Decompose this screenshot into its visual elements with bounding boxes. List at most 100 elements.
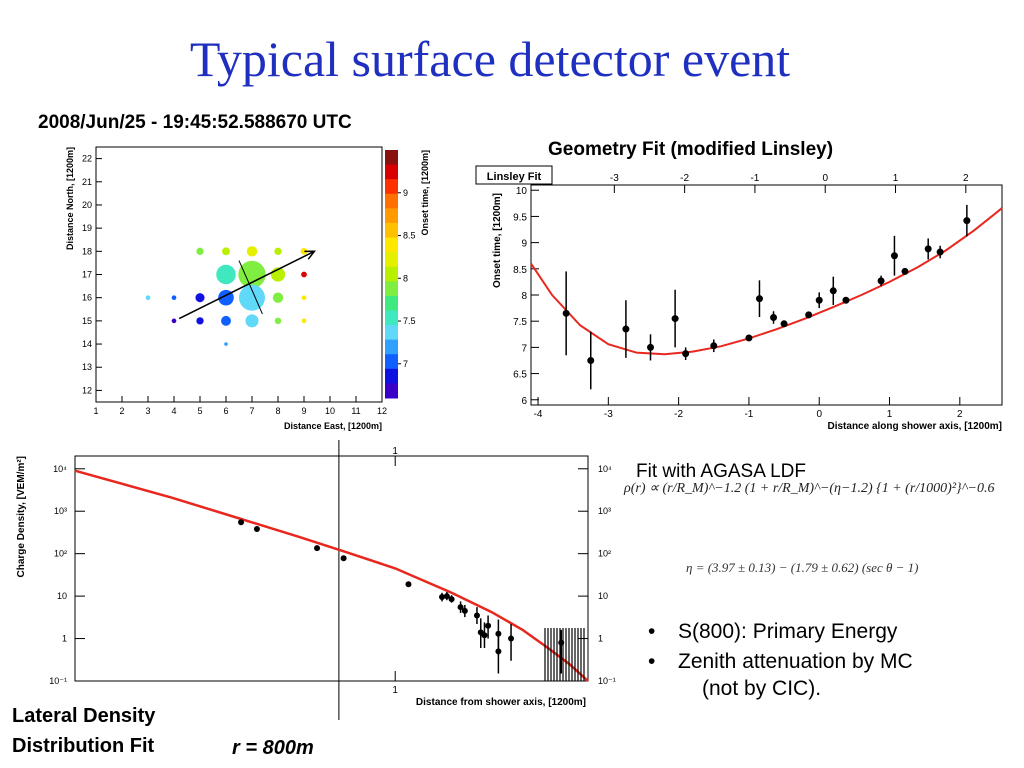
event-timestamp: 2008/Jun/25 - 19:45:52.588670 UTC: [38, 112, 352, 133]
x-tick-label: 0: [816, 409, 822, 420]
data-point: [770, 314, 778, 322]
y-axis-label: Onset time, [1200m]: [492, 193, 503, 288]
data-point: [340, 555, 347, 562]
y-tick-label: 14: [82, 339, 92, 349]
data-point: [314, 545, 321, 552]
x-tick-label: 1: [887, 409, 893, 420]
top-tick-label: 1: [893, 173, 899, 184]
colorbar-segment: [385, 193, 398, 209]
detector-point: [196, 247, 204, 255]
detector-point: [196, 317, 204, 325]
x-axis-label: Distance along shower axis, [1200m]: [827, 421, 1002, 432]
top-tick-label: 0: [822, 173, 828, 184]
y-tick-label: 18: [82, 246, 92, 256]
data-point: [443, 593, 450, 600]
data-point: [710, 342, 718, 350]
y-tick-label: 7.5: [513, 317, 527, 328]
x-tick-label: -3: [604, 409, 613, 420]
colorbar-segment: [385, 164, 398, 180]
colorbar-segment: [385, 252, 398, 268]
detector-point: [246, 246, 258, 257]
colorbar-segment: [385, 383, 398, 399]
data-point: [587, 356, 595, 364]
slide-title: Typical surface detector event: [189, 31, 791, 87]
bullet-item: Zenith attenuation by MC: [648, 647, 913, 677]
bullet-list: S(800): Primary Energy Zenith attenuatio…: [648, 617, 913, 677]
colorbar-segment: [385, 339, 398, 355]
colorbar-tick-label: 7.5: [403, 316, 416, 326]
detector-point: [221, 315, 231, 326]
y-tick-label: 10³: [54, 506, 67, 516]
x-axis-label: Distance East, [1200m]: [284, 421, 382, 431]
y-tick-label: 8: [521, 291, 527, 302]
colorbar-segment: [385, 368, 398, 384]
y-tick-label: 19: [82, 223, 92, 233]
eta-formula: η = (3.97 ± 0.13) − (1.79 ± 0.62) (sec θ…: [686, 560, 919, 575]
x-tick-label: 2: [957, 409, 963, 420]
x-tick-label: 1: [93, 406, 98, 416]
colorbar-segment: [385, 310, 398, 326]
y-tick-label-right: 10: [598, 591, 608, 601]
ldf-caption: Fit with AGASA LDF: [636, 461, 806, 482]
detector-point: [224, 342, 228, 346]
chart-title: Linsley Fit: [487, 171, 542, 183]
data-point: [562, 309, 570, 317]
y-tick-label: 9.5: [513, 212, 527, 223]
x-tick-label: 10: [325, 406, 335, 416]
lateral-caption-line-2: Distribution Fit: [12, 735, 155, 757]
colorbar-segment: [385, 354, 398, 370]
x-tick-label: -1: [744, 409, 753, 420]
y-tick-label: 10⁻¹: [49, 676, 67, 686]
data-point: [508, 635, 515, 642]
x-tick-label: -2: [674, 409, 683, 420]
shower-core-line: [238, 260, 263, 315]
x-tick-label: 12: [377, 406, 387, 416]
y-tick-label: 15: [82, 316, 92, 326]
detector-point: [145, 295, 151, 301]
data-point: [495, 648, 502, 655]
y-tick-label-right: 10⁻¹: [598, 676, 616, 686]
colorbar-segment: [385, 237, 398, 253]
y-tick-label: 10: [57, 591, 67, 601]
data-point: [745, 334, 753, 342]
colorbar-tick-label: 7: [403, 359, 408, 369]
colorbar-tick-label: 8.5: [403, 231, 416, 241]
y-tick-label-right: 10⁴: [598, 464, 612, 474]
data-point: [963, 217, 971, 225]
y-tick-label: 16: [82, 293, 92, 303]
detector-point: [238, 260, 266, 289]
colorbar-segment: [385, 325, 398, 341]
data-point: [622, 325, 630, 333]
data-point: [253, 526, 260, 533]
data-point: [877, 277, 885, 285]
fit-curve: [530, 207, 1003, 356]
detector-point: [301, 271, 307, 278]
ldf-formula: ρ(r) ∝ (r/R_M)^−1.2 (1 + r/R_M)^−(η−1.2)…: [624, 481, 995, 496]
colorbar-segment: [385, 266, 398, 282]
y-tick-label: 10⁴: [53, 464, 67, 474]
x-tick-label: 9: [301, 406, 306, 416]
y-tick-label: 6: [521, 396, 527, 407]
y-axis-label: Distance North, [1200m]: [65, 147, 75, 250]
y-tick-label: 1: [62, 634, 67, 644]
colorbar-segment: [385, 281, 398, 297]
detector-point: [171, 318, 177, 324]
colorbar-tick-label: 8: [403, 273, 408, 283]
y-tick-label: 9: [521, 239, 527, 250]
data-point: [780, 320, 788, 328]
x-tick-label: 1: [392, 685, 398, 696]
x-axis-label: Distance from shower axis, [1200m]: [416, 697, 586, 708]
detector-point: [274, 317, 282, 325]
data-point: [815, 296, 823, 304]
data-point: [405, 581, 412, 588]
colorbar-segment: [385, 150, 398, 166]
y-axis-label: Charge Density, [VEM/m²]: [16, 456, 27, 578]
r-800-label: r = 800m: [232, 737, 314, 759]
arrow-head: [304, 250, 316, 260]
detector-point: [274, 247, 282, 255]
x-tick-label: 6: [223, 406, 228, 416]
shower-axis-arrow: [178, 250, 315, 320]
